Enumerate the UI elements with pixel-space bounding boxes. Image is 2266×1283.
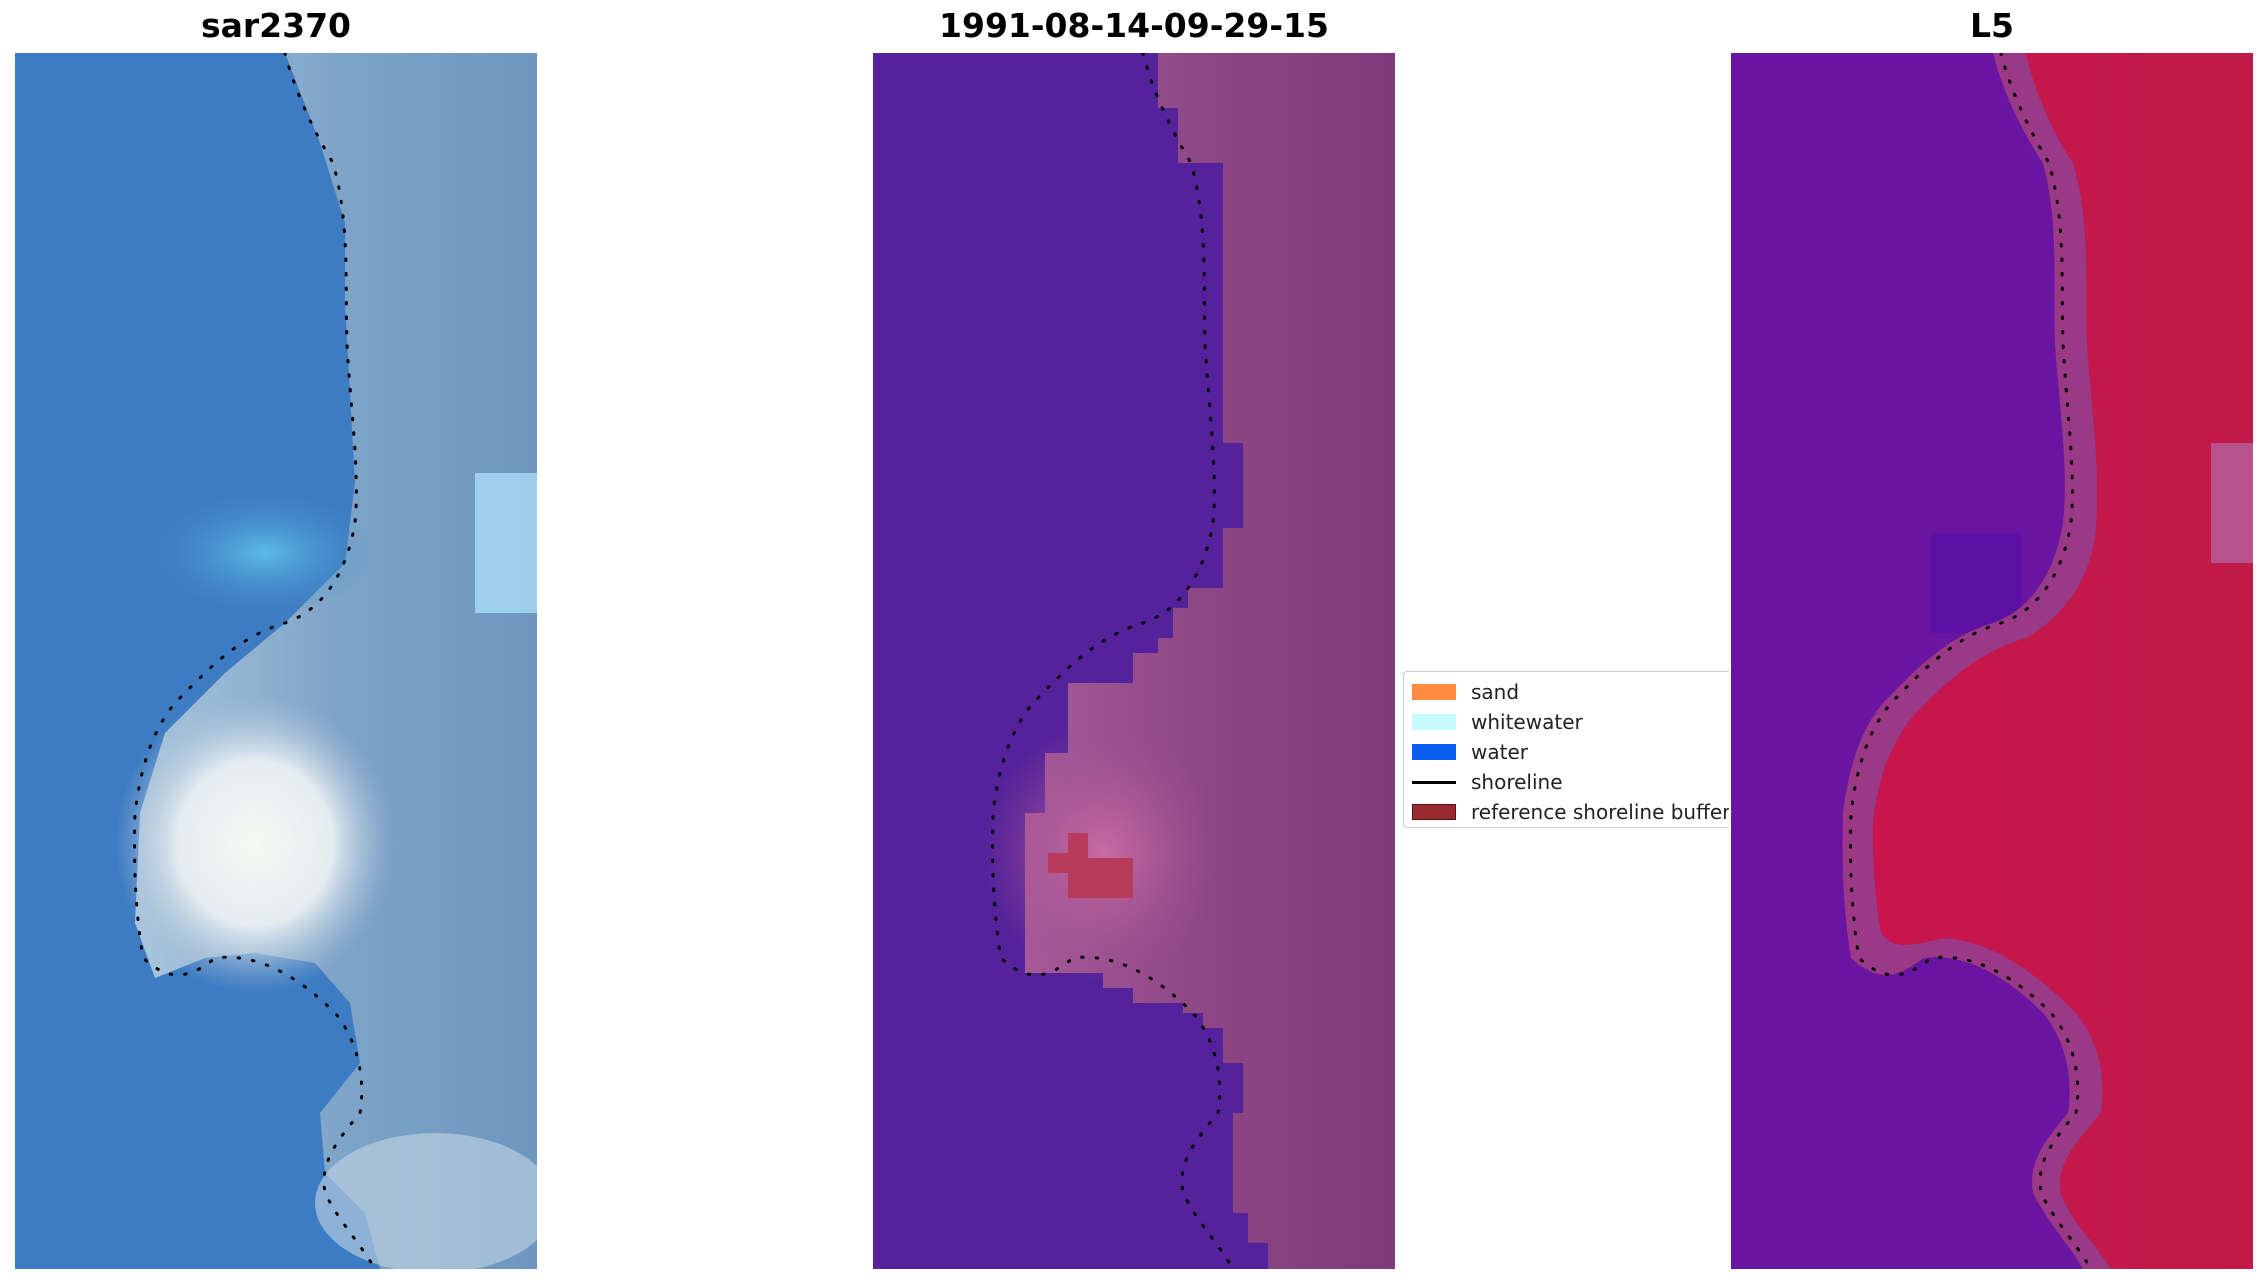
rgb-image <box>15 53 537 1269</box>
legend-swatch-sand <box>1412 684 1456 700</box>
index-transition-band <box>1842 53 2111 1269</box>
legend-label-shoreline: shoreline <box>1471 770 1563 794</box>
index-dark-water <box>1931 533 2021 633</box>
class-shoreline <box>990 53 1235 1269</box>
legend-item-reference-buffer: reference shoreline buffer <box>1412 798 1729 826</box>
legend: sand whitewater water shoreline referenc… <box>1403 671 1729 828</box>
classification-panel <box>873 53 1395 1269</box>
rgb-land-area <box>135 53 537 1269</box>
legend-item-water: water <box>1412 738 1528 766</box>
panel-title-rgb: sar2370 <box>200 6 352 45</box>
rgb-cyan-water <box>155 493 375 613</box>
legend-item-whitewater: whitewater <box>1412 708 1583 736</box>
legend-label-water: water <box>1471 740 1528 764</box>
index-shoreline <box>1848 53 2093 1269</box>
panel-title-index: L5 <box>1970 6 2014 45</box>
class-buffer-patch <box>1048 833 1133 898</box>
panel-title-classification: 1991-08-14-09-29-15 <box>939 6 1329 45</box>
index-image <box>1731 53 2253 1269</box>
legend-swatch-reference-buffer <box>1412 804 1456 820</box>
rgb-shoreline <box>132 53 377 1269</box>
legend-swatch-whitewater <box>1412 714 1456 730</box>
rgb-light-shoal <box>315 1133 537 1269</box>
legend-label-sand: sand <box>1471 680 1520 704</box>
legend-line-shoreline <box>1412 780 1456 784</box>
class-light-land <box>983 723 1223 983</box>
rgb-bright-patch <box>475 473 537 613</box>
rgb-whitewater <box>115 693 395 993</box>
legend-label-whitewater: whitewater <box>1471 710 1583 734</box>
legend-swatch-water <box>1412 744 1456 760</box>
legend-item-shoreline: shoreline <box>1412 768 1563 796</box>
classification-image <box>873 53 1395 1269</box>
legend-label-reference-buffer: reference shoreline buffer <box>1471 800 1729 824</box>
legend-item-sand: sand <box>1412 678 1519 706</box>
index-panel <box>1731 53 2253 1269</box>
rgb-image-panel <box>15 53 537 1269</box>
index-land-area <box>1873 53 2253 1269</box>
index-light-patch <box>2211 443 2253 563</box>
